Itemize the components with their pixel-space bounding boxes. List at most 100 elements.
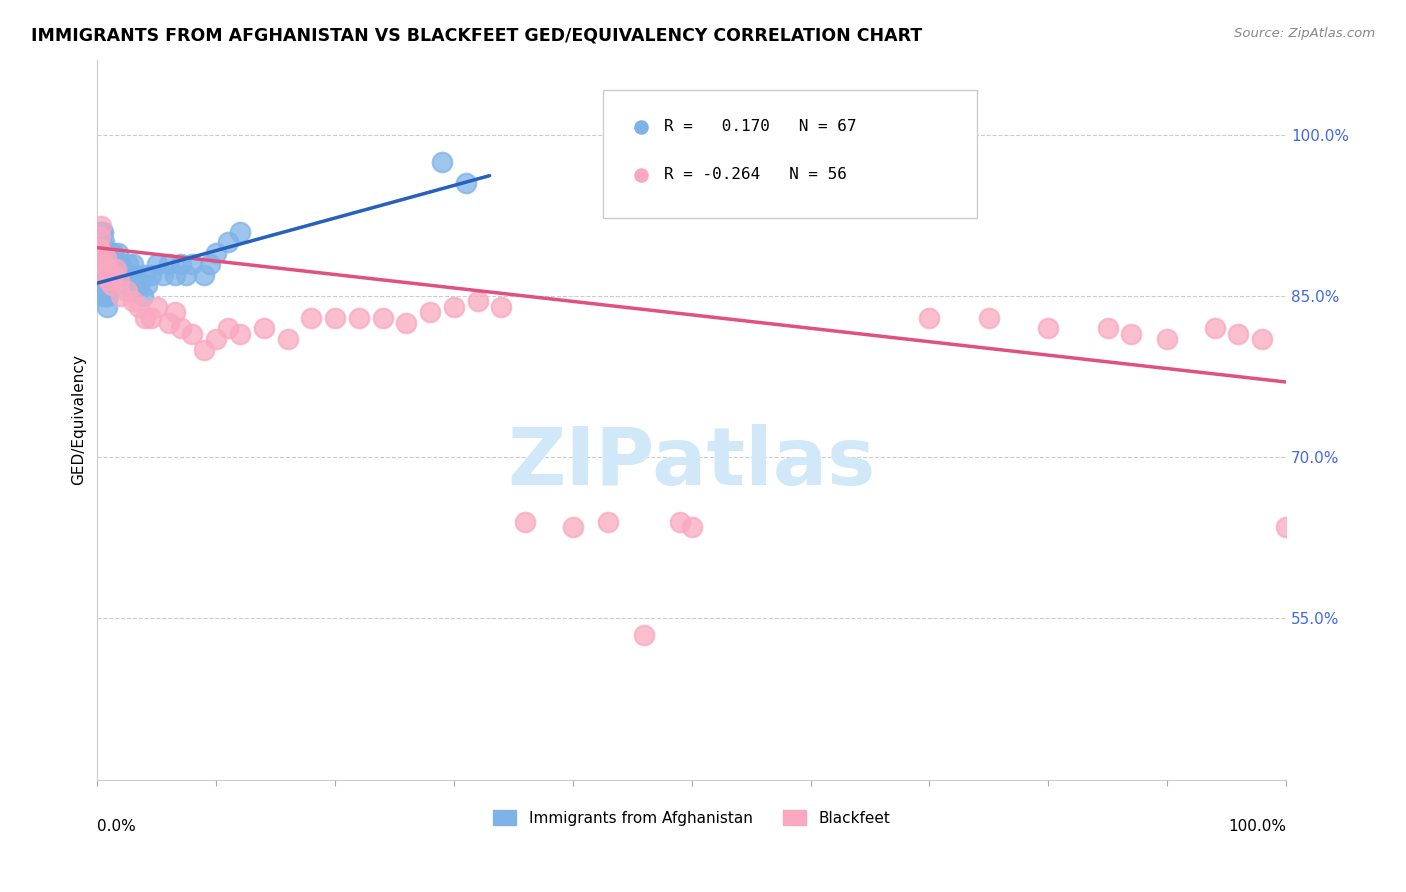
Point xyxy=(515,515,537,529)
Point xyxy=(122,257,145,271)
Point xyxy=(100,278,122,293)
Point xyxy=(107,257,129,271)
Text: 100.0%: 100.0% xyxy=(1227,819,1286,834)
Point xyxy=(1251,332,1274,346)
Point xyxy=(1275,520,1298,534)
Text: IMMIGRANTS FROM AFGHANISTAN VS BLACKFEET GED/EQUIVALENCY CORRELATION CHART: IMMIGRANTS FROM AFGHANISTAN VS BLACKFEET… xyxy=(31,27,922,45)
Point xyxy=(100,278,122,293)
Point xyxy=(395,316,418,330)
Point xyxy=(157,257,180,271)
Point xyxy=(1038,321,1060,335)
Point xyxy=(96,257,118,271)
Point xyxy=(181,326,204,341)
Point xyxy=(561,520,583,534)
Point xyxy=(90,278,112,293)
Point xyxy=(347,310,370,325)
Point xyxy=(87,235,110,250)
Point xyxy=(467,294,489,309)
Point xyxy=(205,246,228,260)
Point xyxy=(94,268,117,282)
Point xyxy=(93,278,115,293)
Point xyxy=(97,268,120,282)
Legend: Immigrants from Afghanistan, Blackfeet: Immigrants from Afghanistan, Blackfeet xyxy=(485,802,897,833)
Point xyxy=(97,289,120,303)
Point xyxy=(104,268,127,282)
Point xyxy=(124,268,146,282)
Point xyxy=(157,316,180,330)
Point xyxy=(134,268,156,282)
Point xyxy=(98,278,121,293)
Point xyxy=(1121,326,1143,341)
Point xyxy=(115,268,138,282)
Point xyxy=(120,268,142,282)
Point xyxy=(98,262,121,277)
Point xyxy=(101,268,124,282)
Point xyxy=(229,225,252,239)
Point xyxy=(128,278,150,293)
Point xyxy=(90,235,112,250)
Point xyxy=(97,273,120,287)
Point xyxy=(100,257,122,271)
Text: Source: ZipAtlas.com: Source: ZipAtlas.com xyxy=(1234,27,1375,40)
Point xyxy=(91,268,114,282)
Point xyxy=(299,310,322,325)
Point xyxy=(598,515,620,529)
Point xyxy=(98,257,121,271)
Text: R = -0.264   N = 56: R = -0.264 N = 56 xyxy=(664,168,848,182)
Point xyxy=(107,246,129,260)
Point xyxy=(181,257,204,271)
Point xyxy=(217,321,239,335)
Point xyxy=(103,268,125,282)
Point xyxy=(91,289,114,303)
Point xyxy=(918,310,941,325)
Point xyxy=(94,252,117,266)
Point xyxy=(169,257,191,271)
Point xyxy=(96,278,118,293)
Point xyxy=(146,257,169,271)
Point xyxy=(103,257,125,271)
Point xyxy=(122,294,145,309)
Point xyxy=(91,225,114,239)
Point xyxy=(90,219,112,234)
Point xyxy=(131,289,153,303)
Point xyxy=(229,326,252,341)
Point xyxy=(193,268,215,282)
Point xyxy=(96,300,118,314)
Point xyxy=(115,284,138,298)
Point xyxy=(93,235,115,250)
Text: R =   0.170   N = 67: R = 0.170 N = 67 xyxy=(664,119,856,134)
FancyBboxPatch shape xyxy=(603,90,977,218)
Text: 0.0%: 0.0% xyxy=(97,819,136,834)
Point xyxy=(91,257,114,271)
Point xyxy=(169,321,191,335)
Point xyxy=(90,257,112,271)
Point xyxy=(163,268,186,282)
Point xyxy=(108,268,131,282)
Point xyxy=(163,305,186,319)
Point xyxy=(681,520,703,534)
Point xyxy=(112,268,135,282)
Point xyxy=(419,305,441,319)
Point xyxy=(633,627,655,641)
Point xyxy=(105,257,128,271)
Point xyxy=(105,262,128,277)
Point xyxy=(89,230,111,244)
Point xyxy=(139,268,162,282)
Point xyxy=(134,310,156,325)
Point xyxy=(454,176,477,190)
Point xyxy=(253,321,276,335)
Point xyxy=(110,257,132,271)
Point xyxy=(443,300,465,314)
Point xyxy=(371,310,394,325)
Point xyxy=(89,225,111,239)
Point xyxy=(200,257,222,271)
Point xyxy=(89,268,111,282)
Point xyxy=(110,289,132,303)
Point xyxy=(117,257,139,271)
Point xyxy=(136,278,159,293)
Point xyxy=(193,343,215,357)
Point xyxy=(91,225,114,239)
Point xyxy=(94,246,117,260)
Point xyxy=(176,268,198,282)
Point xyxy=(139,310,162,325)
